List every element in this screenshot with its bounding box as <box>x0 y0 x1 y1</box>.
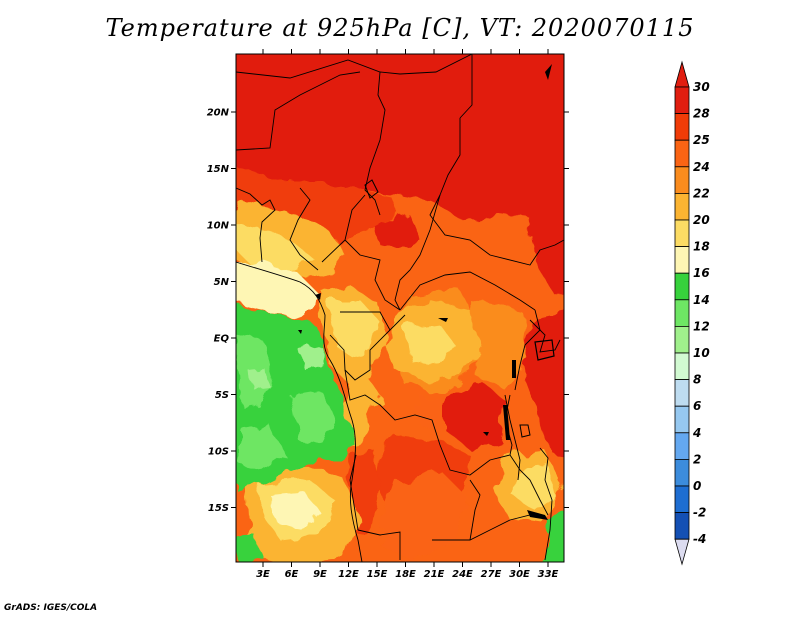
longitude-axis: 3E 6E 9E 12E 15E 18E 21E 24E 27E 30E 33E <box>256 49 559 580</box>
colorbar-label: 20 <box>693 213 710 227</box>
colorbar-label: 6 <box>693 399 701 413</box>
lat-tick-label: 15S <box>208 503 229 514</box>
temperature-field <box>236 54 564 562</box>
grads-credit: GrADS: IGES/COLA <box>4 603 98 613</box>
country-boundaries <box>236 54 564 562</box>
lat-tick-label: EQ <box>214 334 230 345</box>
lakes <box>298 64 555 520</box>
colorbar-label: 18 <box>693 240 710 254</box>
colorbar-label: 14 <box>693 293 710 307</box>
colorbar-label: 10 <box>693 346 710 360</box>
lat-tick-label: 5S <box>215 390 229 401</box>
colorbar-label: -4 <box>693 532 706 546</box>
colorbar-swatch <box>674 139 690 168</box>
lon-tick-label: 12E <box>338 569 359 580</box>
colorbar-label: 2 <box>693 452 701 466</box>
colorbar-swatch <box>674 512 690 540</box>
lon-tick-label: 6E <box>285 569 299 580</box>
colorbar-swatch <box>674 458 690 487</box>
colorbar-bottom-arrow <box>674 538 690 566</box>
lon-tick-label: 9E <box>313 569 327 580</box>
lat-tick-label: 10S <box>208 447 229 458</box>
colorbar-label: 0 <box>693 479 701 493</box>
colorbar-label: 30 <box>693 80 710 94</box>
lon-tick-label: 27E <box>481 569 502 580</box>
colorbar-label: 8 <box>693 373 701 387</box>
colorbar-label: 28 <box>693 107 710 121</box>
colorbar-swatch <box>674 299 690 327</box>
colorbar-swatch <box>674 325 690 354</box>
lon-tick-label: 33E <box>538 569 559 580</box>
colorbar-label: 25 <box>693 133 710 147</box>
lat-tick-label: 20N <box>207 108 230 119</box>
colorbar-swatch <box>674 192 690 221</box>
colorbar-label: 4 <box>692 426 701 440</box>
colorbar-swatch <box>674 485 690 514</box>
colorbar-swatch <box>674 432 690 460</box>
lon-tick-label: 3E <box>256 569 270 580</box>
lon-tick-label: 15E <box>367 569 388 580</box>
colorbar-label: 12 <box>693 319 710 333</box>
colorbar-swatch <box>674 219 690 248</box>
colorbar-swatch <box>674 272 690 301</box>
map-title: Temperature at 925hPa [C], VT: 202007011… <box>105 14 695 42</box>
colorbar-swatch <box>674 86 690 115</box>
colorbar-swatch <box>674 352 690 381</box>
lon-tick-label: 24E <box>452 569 473 580</box>
lon-tick-label: 18E <box>395 569 416 580</box>
lat-tick-label: 15N <box>207 164 230 175</box>
lat-tick-label: 10N <box>207 221 230 232</box>
colorbar-swatch <box>674 246 690 274</box>
plot-frame <box>235 53 565 563</box>
colorbar-label: 24 <box>693 160 710 174</box>
colorbar-swatch <box>674 166 690 194</box>
colorbar-top-arrow <box>674 60 690 88</box>
colorbar-label: 22 <box>693 186 710 200</box>
lon-tick-label: 21E <box>424 569 445 580</box>
colorbar-swatch <box>674 379 690 407</box>
colorbar-label: -2 <box>693 506 706 520</box>
lat-tick-label: 5N <box>214 277 230 288</box>
colorbar-swatch <box>674 405 690 434</box>
colorbar-label: 16 <box>693 266 710 280</box>
lon-tick-label: 30E <box>509 569 530 580</box>
latitude-axis: 20N 15N 10N 5N EQ 5S 10S 15S <box>207 108 569 514</box>
colorbar-swatch <box>674 113 690 141</box>
